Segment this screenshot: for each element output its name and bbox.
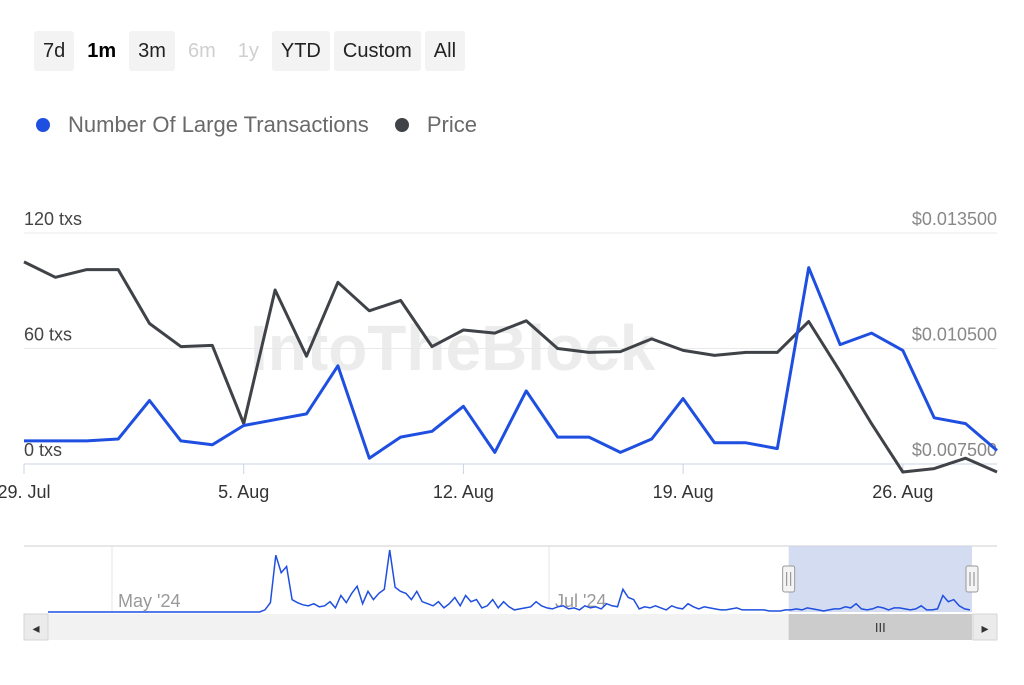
y-left-tick: 60 txs — [24, 325, 72, 345]
x-tick-label: 29. Jul — [0, 482, 51, 502]
range-button-6m: 6m — [178, 31, 225, 71]
y-left-tick: 0 txs — [24, 440, 62, 460]
range-button-3m[interactable]: 3m — [129, 31, 175, 71]
gridlines — [24, 232, 997, 465]
scroll-left-arrow-icon: ◂ — [32, 620, 39, 636]
x-tick-label: 5. Aug — [218, 482, 269, 502]
range-button-1y: 1y — [228, 31, 268, 71]
navigator-label: May '24 — [118, 591, 180, 611]
navigator-series-line — [48, 549, 971, 613]
range-button-7d[interactable]: 7d — [34, 31, 75, 71]
y-left-tick: 120 txs — [24, 209, 82, 229]
navigator-selection[interactable] — [788, 546, 972, 612]
scrollbar-thumb[interactable] — [788, 614, 972, 640]
y-right-tick: $0.013500 — [912, 209, 997, 229]
range-selector: 7d 1m 3m 6m 1y YTD Custom All — [34, 31, 466, 71]
series-group — [23, 260, 998, 474]
y-axis-left: 0 txs 60 txs 120 txs — [24, 209, 82, 460]
scroll-left-button[interactable] — [23, 613, 49, 641]
scrollbar[interactable]: ◂ ▸ III — [23, 613, 998, 641]
range-button-1m[interactable]: 1m — [78, 31, 126, 71]
legend-item-0[interactable]: Number Of Large Transactions — [36, 112, 369, 138]
legend-dot-icon — [36, 118, 50, 132]
y-axis-right: $0.007500 $0.010500 $0.013500 — [912, 209, 997, 460]
legend-item-1[interactable]: Price — [394, 112, 477, 138]
legend-label: Price — [426, 112, 477, 137]
x-axis: 29. Jul 5. Aug 12. Aug 19. Aug 26. Aug — [0, 464, 933, 502]
x-tick-label: 12. Aug — [433, 482, 494, 502]
y-right-tick: $0.010500 — [912, 325, 997, 345]
navigator[interactable]: May '24 Jul '24 — [24, 545, 997, 613]
legend-dot-icon — [394, 118, 409, 132]
scroll-right-arrow-icon: ▸ — [981, 620, 988, 636]
scrollbar-grip-icon: III — [875, 620, 886, 635]
y-right-tick: $0.007500 — [912, 440, 997, 460]
range-button-all[interactable]: All — [424, 31, 466, 71]
navigator-handle[interactable] — [965, 565, 979, 593]
x-tick-label: 19. Aug — [653, 482, 714, 502]
series-line-price — [23, 260, 998, 474]
navigator-label: Jul '24 — [555, 591, 606, 611]
series-line-number-of-large-transactions — [24, 266, 998, 460]
range-button-custom[interactable]: Custom — [333, 31, 421, 71]
legend: Number Of Large Transactions Price — [36, 112, 477, 138]
legend-label: Number Of Large Transactions — [68, 112, 369, 137]
navigator-handle[interactable] — [782, 565, 796, 593]
range-button-ytd[interactable]: YTD — [271, 31, 330, 71]
scroll-right-button[interactable] — [972, 613, 998, 641]
x-tick-label: 26. Aug — [872, 482, 933, 502]
